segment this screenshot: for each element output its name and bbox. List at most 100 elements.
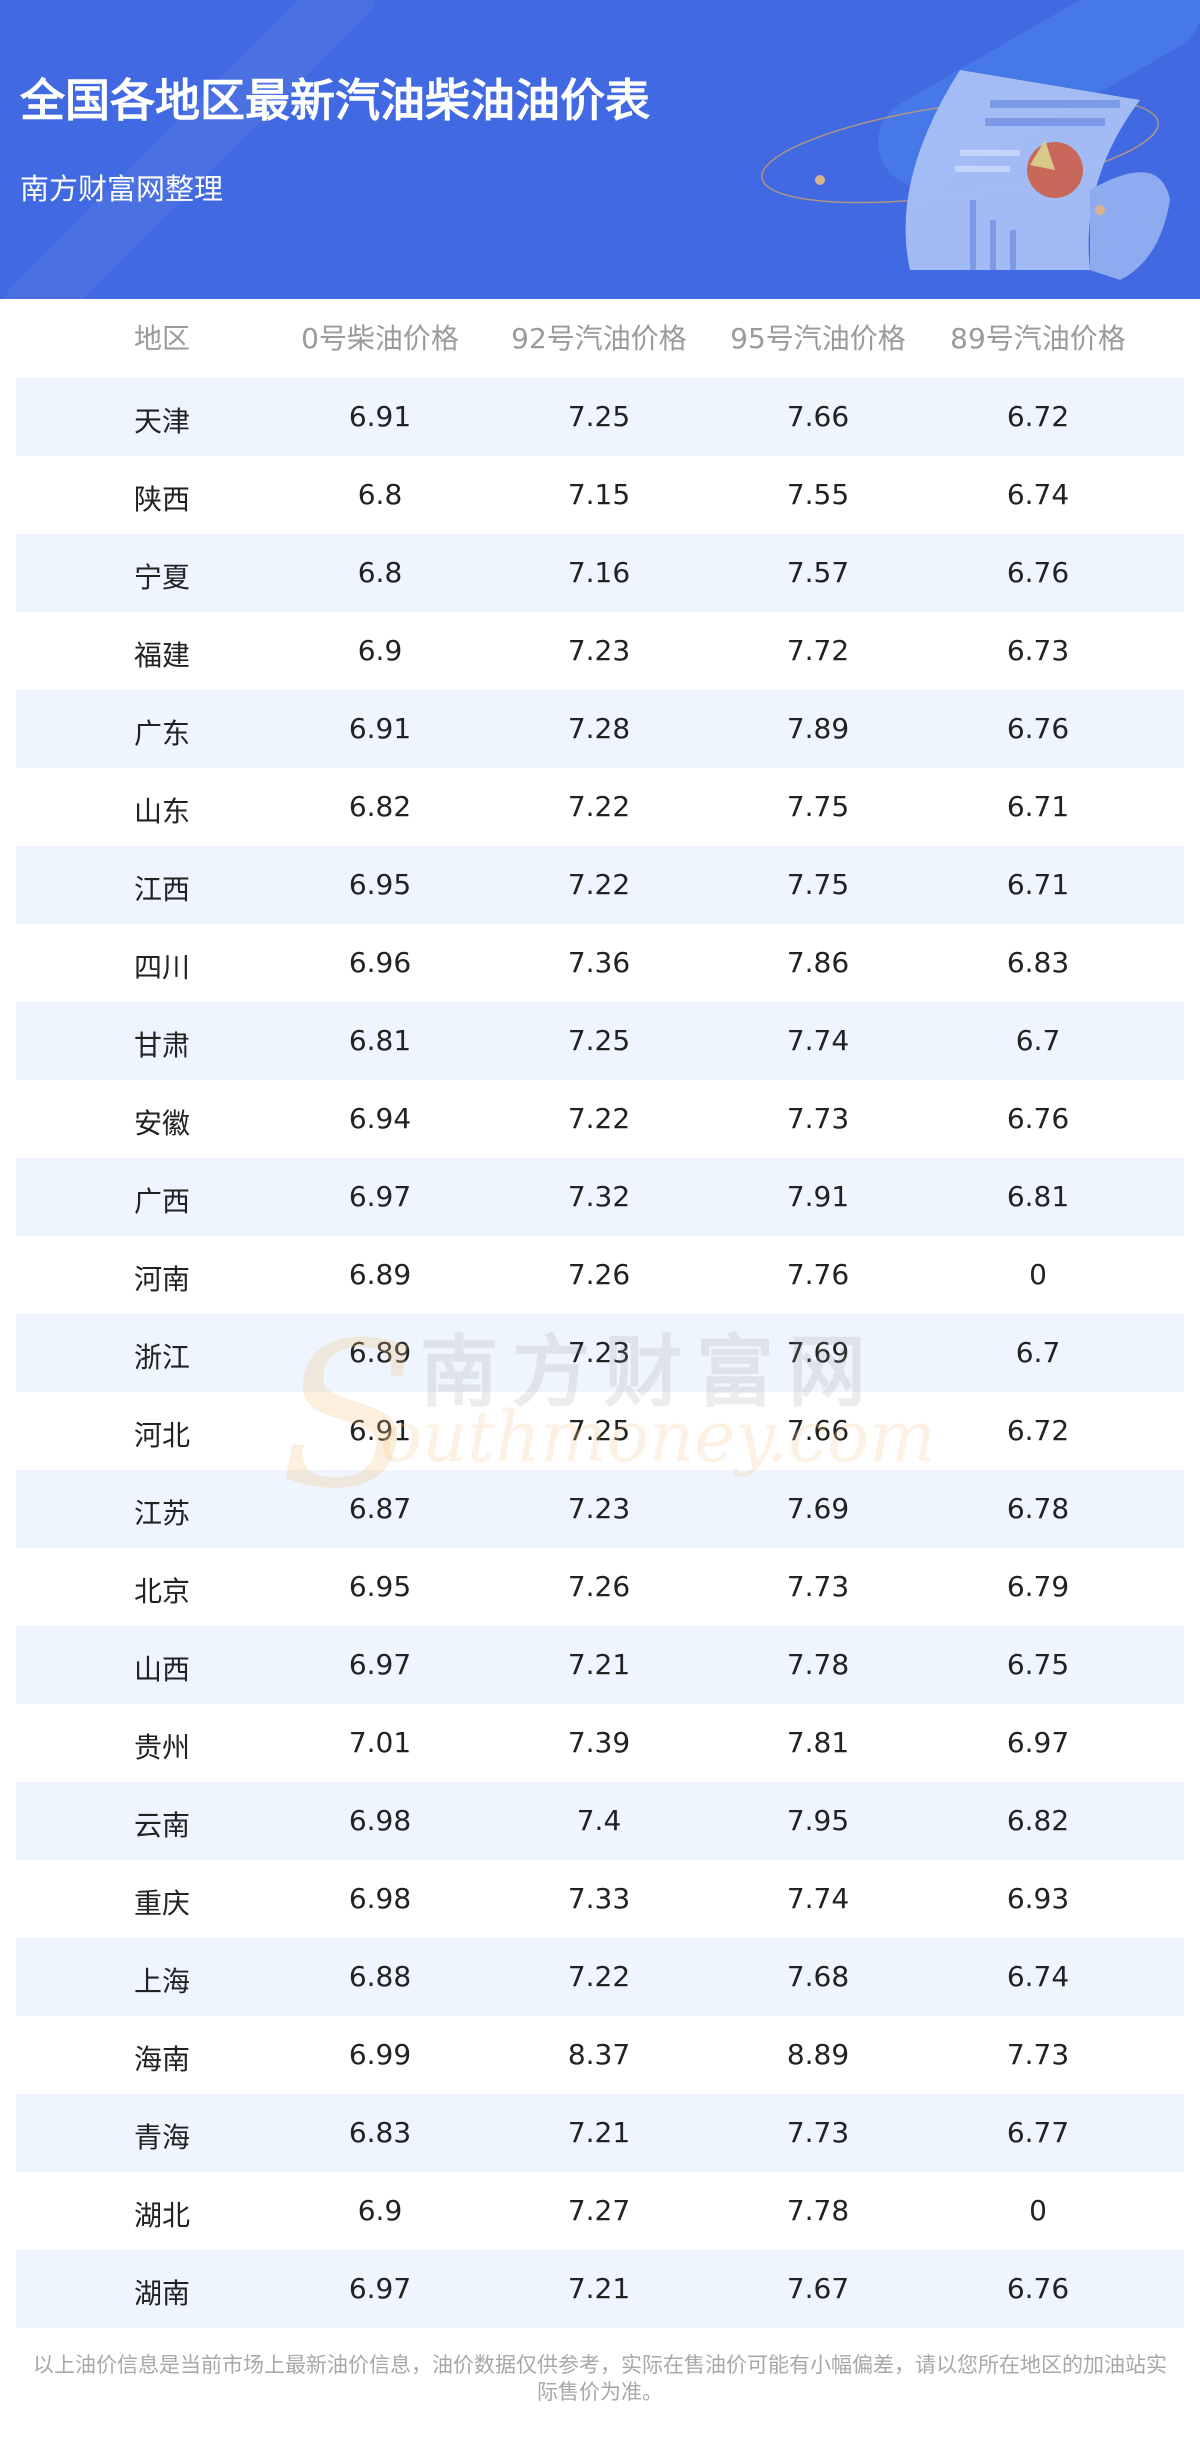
- table-row: 广西 6.97 7.32 7.91 6.81: [16, 1158, 1184, 1236]
- cell-gasoline-92: 7.26: [567, 1570, 631, 1603]
- disclaimer-line-1: 以上油价信息是当前市场上最新油价信息，油价数据仅供参考，实际在售油价可能有小幅偏…: [33, 2353, 1167, 2377]
- cell-diesel-0: 6.8: [357, 556, 403, 589]
- cell-gasoline-92: 8.37: [567, 2038, 631, 2071]
- cell-diesel-0: 6.9: [357, 634, 403, 667]
- cell-gasoline-89: 6.76: [1006, 712, 1070, 745]
- table-row: 湖南 6.97 7.21 7.67 6.76: [16, 2250, 1184, 2328]
- cell-diesel-0: 6.89: [348, 1258, 412, 1291]
- table-row: 河北 6.91 7.25 7.66 6.72: [16, 1392, 1184, 1470]
- cell-gasoline-95: 7.68: [786, 1960, 850, 1993]
- cell-gasoline-92: 7.22: [567, 1960, 631, 1993]
- cell-region: 江西: [133, 873, 190, 906]
- cell-gasoline-92: 7.39: [567, 1726, 631, 1759]
- cell-gasoline-89: 6.7: [1015, 1024, 1061, 1057]
- cell-gasoline-89: 6.81: [1006, 1180, 1070, 1213]
- cell-region: 青海: [133, 2121, 190, 2154]
- cell-region: 湖北: [133, 2199, 190, 2232]
- cell-diesel-0: 6.97: [348, 2272, 412, 2305]
- cell-gasoline-92: 7.28: [567, 712, 631, 745]
- cell-gasoline-92: 7.32: [567, 1180, 631, 1213]
- cell-diesel-0: 6.91: [348, 1414, 412, 1447]
- column-header-gasoline-89: 89号汽油价格: [950, 322, 1126, 355]
- table-row: 海南 6.99 8.37 8.89 7.73: [16, 2016, 1184, 2094]
- cell-gasoline-92: 7.22: [567, 1102, 631, 1135]
- cell-gasoline-95: 7.73: [786, 1102, 850, 1135]
- cell-gasoline-92: 7.23: [567, 1492, 631, 1525]
- cell-gasoline-92: 7.23: [567, 1336, 631, 1369]
- column-header-gasoline-95: 95号汽油价格: [730, 322, 906, 355]
- table-row: 江西 6.95 7.22 7.75 6.71: [16, 846, 1184, 924]
- table-row: 福建 6.9 7.23 7.72 6.73: [16, 612, 1184, 690]
- cell-gasoline-92: 7.22: [567, 868, 631, 901]
- cell-gasoline-95: 7.69: [786, 1336, 850, 1369]
- cell-gasoline-92: 7.15: [567, 478, 631, 511]
- cell-gasoline-95: 7.86: [786, 946, 850, 979]
- cell-gasoline-95: 8.89: [786, 2038, 850, 2071]
- cell-region: 云南: [133, 1809, 190, 1842]
- cell-gasoline-89: 6.73: [1006, 634, 1070, 667]
- cell-diesel-0: 6.81: [348, 1024, 412, 1057]
- column-header-gasoline-92: 92号汽油价格: [511, 322, 687, 355]
- cell-gasoline-89: 6.93: [1006, 1882, 1070, 1915]
- cell-diesel-0: 6.91: [348, 400, 412, 433]
- cell-gasoline-89: 6.7: [1015, 1336, 1061, 1369]
- cell-gasoline-89: 6.74: [1006, 478, 1070, 511]
- cell-gasoline-95: 7.89: [786, 712, 850, 745]
- cell-diesel-0: 6.97: [348, 1648, 412, 1681]
- cell-gasoline-95: 7.73: [786, 2116, 850, 2149]
- cell-region: 浙江: [133, 1341, 190, 1374]
- cell-diesel-0: 6.97: [348, 1180, 412, 1213]
- table-row: 贵州 7.01 7.39 7.81 6.97: [16, 1704, 1184, 1782]
- disclaimer-footer: 以上油价信息是当前市场上最新油价信息，油价数据仅供参考，实际在售油价可能有小幅偏…: [0, 2352, 1200, 2406]
- cell-gasoline-92: 7.25: [567, 1414, 631, 1447]
- cell-gasoline-92: 7.22: [567, 790, 631, 823]
- cell-gasoline-95: 7.66: [786, 1414, 850, 1447]
- cell-region: 广东: [133, 717, 190, 750]
- cell-gasoline-89: 6.74: [1006, 1960, 1070, 1993]
- cell-gasoline-95: 7.67: [786, 2272, 850, 2305]
- table-row: 云南 6.98 7.4 7.95 6.82: [16, 1782, 1184, 1860]
- cell-gasoline-92: 7.25: [567, 1024, 631, 1057]
- cell-diesel-0: 6.9: [357, 2194, 403, 2227]
- table-row: 山东 6.82 7.22 7.75 6.71: [16, 768, 1184, 846]
- cell-region: 甘肃: [133, 1029, 190, 1062]
- cell-gasoline-92: 7.4: [576, 1804, 622, 1837]
- cell-region: 天津: [133, 405, 190, 438]
- cell-diesel-0: 6.99: [348, 2038, 412, 2071]
- cell-diesel-0: 6.83: [348, 2116, 412, 2149]
- cell-gasoline-95: 7.74: [786, 1024, 850, 1057]
- cell-region: 上海: [133, 1965, 190, 1998]
- cell-gasoline-89: 6.76: [1006, 556, 1070, 589]
- table-row: 青海 6.83 7.21 7.73 6.77: [16, 2094, 1184, 2172]
- cell-region: 贵州: [133, 1731, 190, 1764]
- cell-gasoline-95: 7.72: [786, 634, 850, 667]
- table-row: 湖北 6.9 7.27 7.78 0: [16, 2172, 1184, 2250]
- disclaimer-line-2: 际售价为准。: [537, 2380, 663, 2404]
- cell-diesel-0: 6.91: [348, 712, 412, 745]
- cell-gasoline-95: 7.55: [786, 478, 850, 511]
- cell-region: 海南: [133, 2043, 190, 2076]
- table-row: 宁夏 6.8 7.16 7.57 6.76: [16, 534, 1184, 612]
- table-row: 天津 6.91 7.25 7.66 6.72: [16, 378, 1184, 456]
- cell-gasoline-89: 6.71: [1006, 868, 1070, 901]
- cell-region: 北京: [133, 1575, 190, 1608]
- cell-gasoline-95: 7.69: [786, 1492, 850, 1525]
- table-row: 陕西 6.8 7.15 7.55 6.74: [16, 456, 1184, 534]
- cell-gasoline-92: 7.21: [567, 2116, 631, 2149]
- column-header-region: 地区: [133, 322, 190, 355]
- cell-gasoline-95: 7.81: [786, 1726, 850, 1759]
- cell-diesel-0: 6.88: [348, 1960, 412, 1993]
- cell-gasoline-89: 6.79: [1006, 1570, 1070, 1603]
- cell-gasoline-89: 0: [1029, 2194, 1047, 2227]
- cell-diesel-0: 6.95: [348, 1570, 412, 1603]
- cell-diesel-0: 6.82: [348, 790, 412, 823]
- cell-gasoline-95: 7.66: [786, 400, 850, 433]
- header-banner: 全国各地区最新汽油柴油油价表 南方财富网整理: [0, 0, 1200, 299]
- cell-diesel-0: 6.8: [357, 478, 403, 511]
- cell-region: 陕西: [133, 483, 190, 516]
- cell-region: 安徽: [133, 1107, 190, 1140]
- column-header-diesel-0: 0号柴油价格: [301, 322, 459, 355]
- cell-region: 山西: [133, 1653, 190, 1686]
- cell-gasoline-89: 6.82: [1006, 1804, 1070, 1837]
- cell-region: 广西: [133, 1185, 190, 1218]
